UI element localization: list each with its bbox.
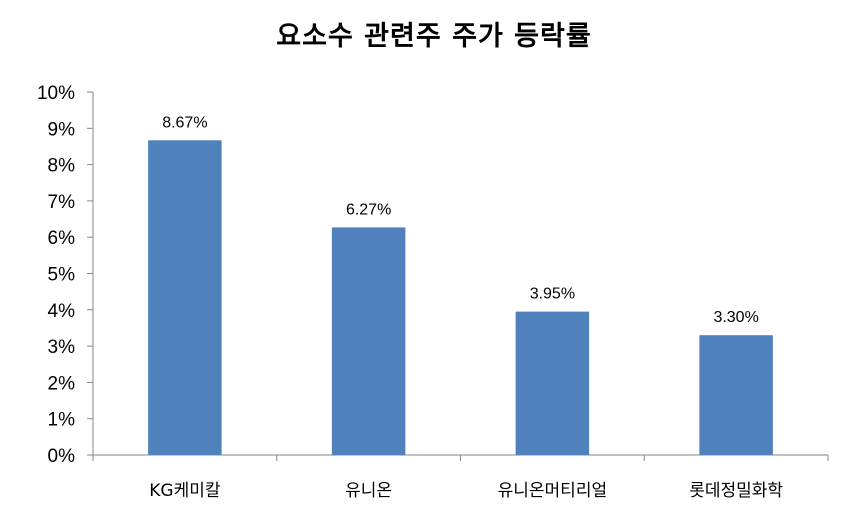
y-tick-label: 0% — [48, 446, 76, 467]
data-label: 6.27% — [346, 201, 391, 218]
data-label: 3.30% — [713, 309, 758, 326]
data-label: 3.95% — [530, 286, 575, 303]
y-tick-label: 3% — [48, 337, 76, 358]
bar — [331, 227, 406, 455]
y-tick-label: 9% — [48, 119, 76, 140]
y-tick-label: 10% — [37, 83, 75, 104]
bar — [699, 335, 773, 455]
y-tick-label: 6% — [48, 228, 76, 249]
x-tick-label: 유니온머티리얼 — [498, 481, 607, 501]
y-tick-label: 5% — [48, 265, 76, 286]
bars — [148, 140, 773, 456]
x-tick-label: 롯데정밀화학 — [689, 481, 783, 501]
x-tick-label: 유니온 — [345, 481, 392, 501]
bar — [515, 311, 590, 455]
bar — [148, 140, 222, 456]
y-tick-label: 4% — [48, 301, 76, 322]
y-tick-label: 8% — [48, 156, 76, 177]
labels: 8.67% KG케미칼 6.27% 유니온 3.95% 유니온머티리얼 3.30% 롯데정밀화… — [149, 114, 783, 501]
data-label: 8.67% — [162, 114, 207, 131]
x-tick-label: KG케미칼 — [149, 481, 221, 501]
y-tick-label: 7% — [48, 192, 76, 213]
y-tick-label: 2% — [48, 373, 76, 394]
y-tick-label: 1% — [48, 410, 76, 431]
chart-title: 요소수 관련주 주가 등락률 — [276, 21, 592, 52]
